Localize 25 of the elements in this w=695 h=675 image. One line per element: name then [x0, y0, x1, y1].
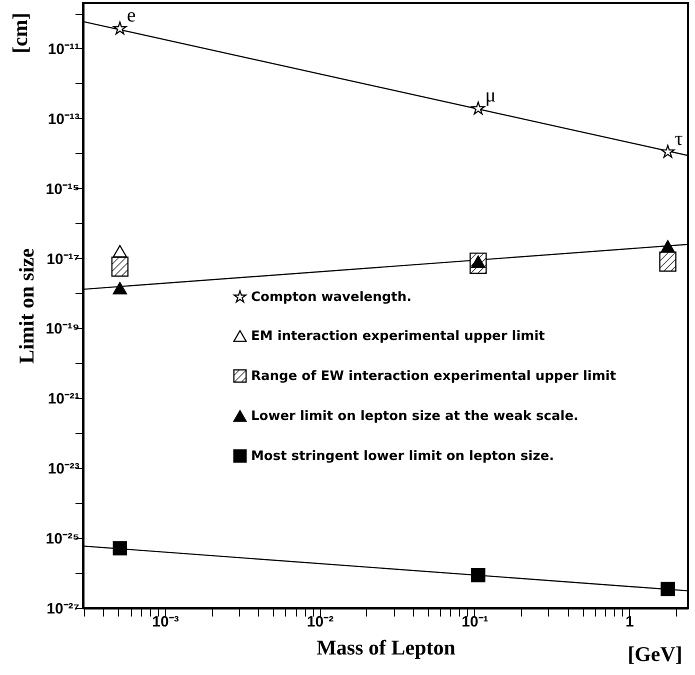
- x-tick-label: 10⁻²: [306, 614, 334, 630]
- y-tick-label: 10⁻²³: [48, 460, 80, 478]
- legend-label: Lower limit on lepton size at the weak scale.: [251, 409, 578, 424]
- text: [GeV]: [628, 642, 682, 666]
- x-tick-label: 1: [626, 614, 634, 630]
- y-tick-label: 10⁻¹³: [48, 110, 80, 128]
- legend-label: EM interaction experimental upper limit: [251, 329, 545, 344]
- annotation: μ: [485, 84, 496, 107]
- y-tick-label: 10⁻¹⁷: [46, 250, 80, 268]
- legend-label: Compton wavelength.: [251, 290, 412, 305]
- y-tick-label: 10⁻¹⁹: [46, 320, 80, 338]
- x-tick-label: 10⁻¹: [462, 614, 488, 630]
- y-tick-label: 10⁻¹¹: [48, 40, 80, 58]
- y-tick-label: 10⁻²¹: [48, 390, 80, 408]
- legend-label: Most stringent lower limit on lepton size.: [251, 449, 554, 464]
- annotation: τ: [674, 128, 683, 150]
- y-tick-label: 10⁻¹⁵: [46, 180, 80, 198]
- x-axis-title: Mass of Lepton: [316, 636, 456, 660]
- text: [cm]: [8, 12, 32, 54]
- y-tick-label: 10⁻²⁷: [46, 600, 80, 618]
- x-tick-label: 10⁻³: [152, 614, 179, 630]
- annotation: e: [126, 4, 136, 27]
- y-tick-label: 10⁻²⁵: [46, 530, 80, 548]
- legend-label: Range of EW interaction experimental upper limit: [251, 369, 616, 384]
- y-axis-title: Limit on size: [14, 248, 39, 364]
